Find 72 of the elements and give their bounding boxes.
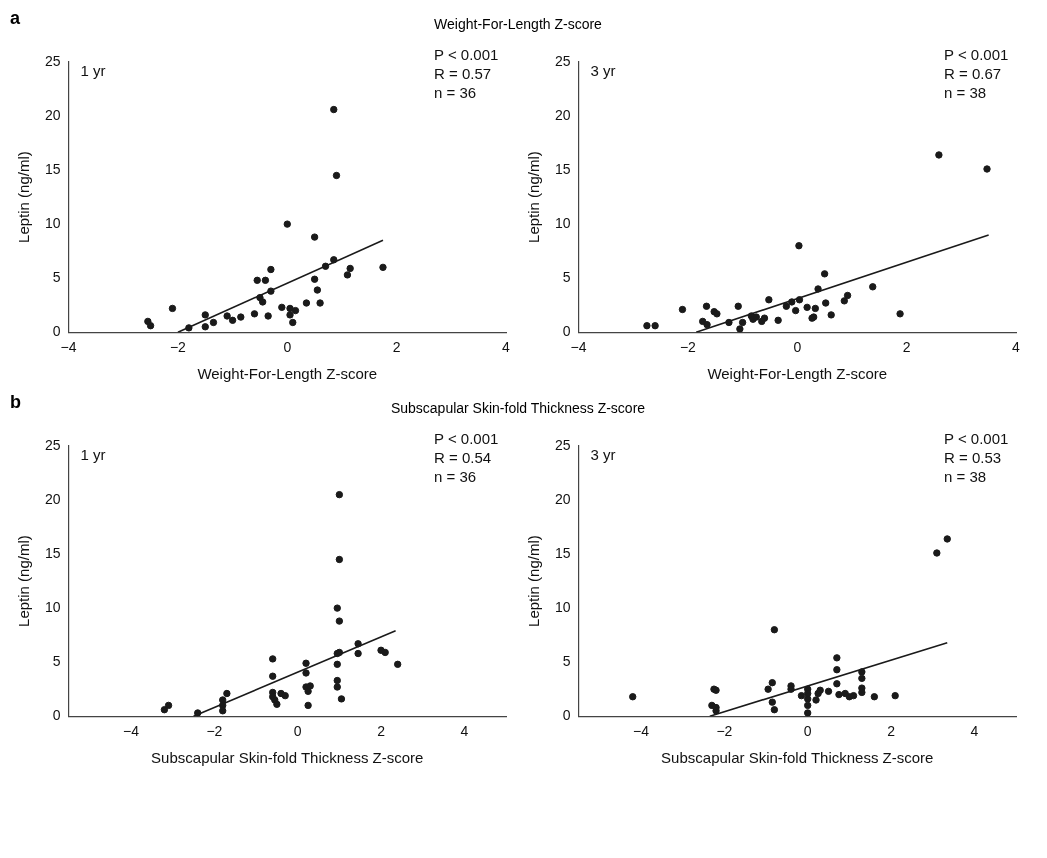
annotation: R = 0.67 [944,64,1002,82]
y-tick-label: 10 [44,598,61,615]
x-tick-label: −4 [60,339,77,356]
x-axis-title: Weight-For-Length Z-score [197,365,378,383]
annotation: P < 0.001 [944,45,1009,63]
y-tick-label: 5 [52,653,61,670]
annotation: R = 0.57 [434,64,492,82]
x-tick-label: −2 [716,723,733,740]
y-tick-label: 0 [52,707,61,724]
y-tick-label: 25 [44,52,61,69]
y-tick-label: 25 [44,436,61,453]
y-tick-label: 20 [44,106,61,123]
annotation: 3 yr [590,445,616,463]
x-tick-label: −2 [206,723,223,740]
y-tick-label: 15 [44,544,61,561]
x-tick-label: 0 [793,339,802,356]
x-axis-title: Subscapular Skin-fold Thickness Z-score [151,749,424,767]
x-tick-label: −4 [123,723,140,740]
y-tick-label: 20 [554,106,571,123]
y-tick-label: 25 [554,52,571,69]
x-tick-label: 0 [803,723,812,740]
x-tick-label: −4 [633,723,650,740]
x-tick-label: 2 [902,339,911,356]
y-tick-label: 15 [554,160,571,177]
annotation: P < 0.001 [944,429,1009,447]
y-tick-label: 5 [52,269,61,286]
annotation: n = 36 [434,83,477,101]
y-tick-label: 20 [44,490,61,507]
annotation: 1 yr [80,445,106,463]
annotation: 3 yr [590,61,616,79]
y-tick-label: 15 [554,544,571,561]
y-tick-label: 0 [562,707,571,724]
y-axis-title: Leptin (ng/ml) [525,535,543,627]
y-tick-label: 5 [562,269,571,286]
text: b [10,392,21,413]
y-tick-label: 20 [554,490,571,507]
y-tick-label: 10 [44,214,61,231]
x-axis-title: Weight-For-Length Z-score [707,365,888,383]
y-axis-title: Leptin (ng/ml) [15,151,33,243]
x-axis-title: Subscapular Skin-fold Thickness Z-score [661,749,934,767]
y-tick-label: 25 [554,436,571,453]
x-tick-label: 2 [392,339,401,356]
y-axis-title: Leptin (ng/ml) [525,151,543,243]
x-tick-label: −4 [570,339,587,356]
y-tick-label: 0 [52,323,61,340]
x-tick-label: 0 [283,339,292,356]
annotation: n = 38 [944,83,987,101]
annotation: R = 0.54 [434,448,492,466]
x-tick-label: −2 [169,339,187,356]
x-tick-label: 4 [1012,339,1021,356]
x-tick-label: 0 [293,723,302,740]
y-tick-label: 0 [562,323,571,340]
annotation: P < 0.001 [434,429,499,447]
annotation: n = 36 [434,467,477,485]
chart-title: Weight-For-Length Z-score [434,16,602,32]
x-tick-label: 2 [377,723,386,740]
y-tick-label: 15 [44,160,61,177]
x-tick-label: 2 [887,723,896,740]
y-tick-label: 10 [554,598,571,615]
x-tick-label: −2 [679,339,697,356]
x-tick-label: 4 [970,723,979,740]
annotation: P < 0.001 [434,45,499,63]
x-tick-label: 4 [460,723,469,740]
text: a [10,8,21,29]
y-axis-title: Leptin (ng/ml) [15,535,33,627]
chart-title: Subscapular Skin-fold Thickness Z-score [390,400,646,416]
y-tick-label: 10 [554,214,571,231]
annotation: n = 38 [944,467,987,485]
x-tick-label: 4 [502,339,511,356]
y-tick-label: 5 [562,653,571,670]
annotation: 1 yr [80,61,106,79]
annotation: R = 0.53 [944,448,1002,466]
